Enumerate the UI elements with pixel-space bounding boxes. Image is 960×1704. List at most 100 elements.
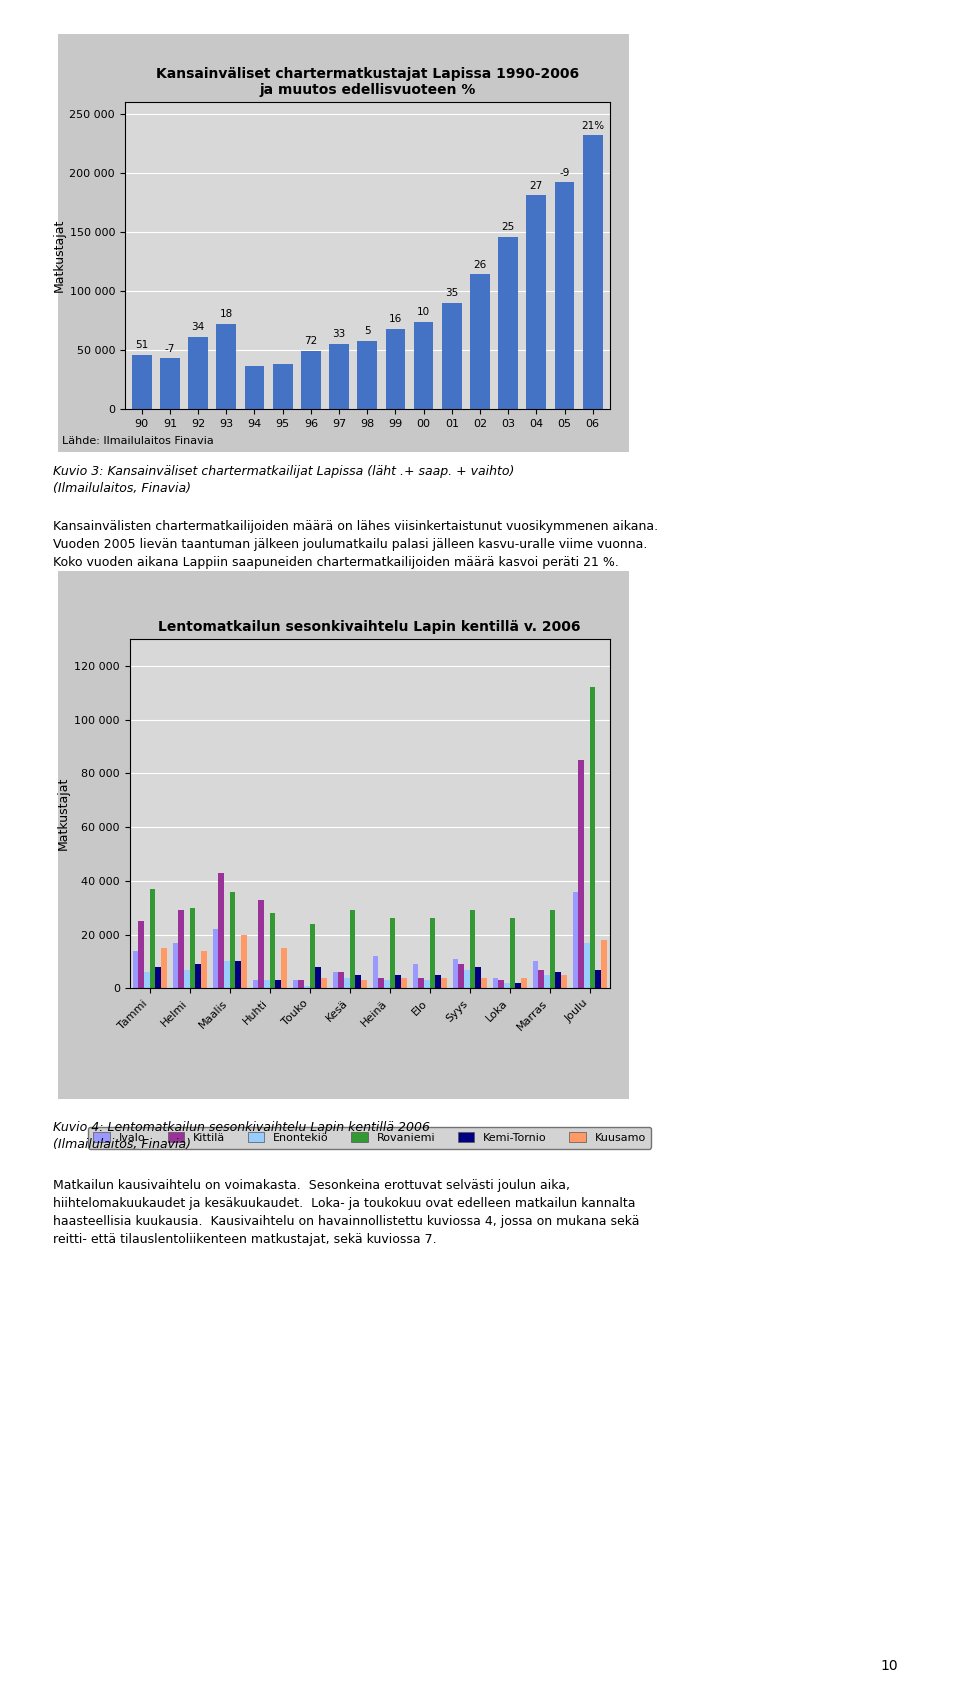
Bar [144,973,150,988]
Bar [578,760,584,988]
Bar [510,918,516,988]
Y-axis label: Matkustajat: Matkustajat [52,218,65,293]
Bar [469,910,475,988]
Bar [190,908,195,988]
Bar [132,354,152,409]
Bar [601,941,607,988]
Bar [378,978,384,988]
Bar [281,947,287,988]
Text: 10: 10 [880,1660,898,1673]
Bar [132,951,138,988]
Bar [216,324,236,409]
Bar [195,964,201,988]
Text: 33: 33 [332,329,346,339]
Title: Kansainväliset chartermatkustajat Lapissa 1990-2006
ja muutos edellisvuoteen %: Kansainväliset chartermatkustajat Lapiss… [156,66,579,97]
Bar [338,973,344,988]
Bar [419,978,424,988]
Bar [344,978,349,988]
Bar [498,237,518,409]
Text: 18: 18 [220,310,233,319]
Bar [504,983,510,988]
Bar [544,975,550,988]
Bar [270,913,276,988]
Bar [561,975,566,988]
Bar [492,978,498,988]
Text: Kuvio 3: Kansainväliset chartermatkailijat Lapissa (läht .+ saap. + vaihto)
(Ilm: Kuvio 3: Kansainväliset chartermatkailij… [53,465,515,496]
Text: 21%: 21% [581,121,604,131]
Bar [301,351,321,409]
Bar [245,366,264,409]
Bar [464,970,469,988]
Text: 35: 35 [445,288,458,298]
Bar [179,910,184,988]
Bar [276,980,281,988]
Bar [555,182,574,409]
Bar [229,891,235,988]
Bar [201,951,206,988]
Bar [475,966,481,988]
Bar [321,978,326,988]
Text: 10: 10 [417,307,430,317]
Bar [441,978,446,988]
Bar [150,889,156,988]
Bar [309,924,315,988]
Bar [252,980,258,988]
Bar [293,980,299,988]
Bar [304,985,310,988]
Legend: Ivalo, Kittilä, Enontekiö, Rovaniemi, Kemi-Tornio, Kuusamo: Ivalo, Kittilä, Enontekiö, Rovaniemi, Ke… [87,1126,652,1148]
Text: Kansainvälisten chartermatkailijoiden määrä on lähes viisinkertaistunut vuosikym: Kansainvälisten chartermatkailijoiden mä… [53,520,658,569]
Bar [357,341,377,409]
Bar [595,970,601,988]
Text: 34: 34 [191,322,204,332]
Bar [361,980,367,988]
Bar [329,344,348,409]
Text: -7: -7 [165,344,175,353]
Bar [430,918,435,988]
Bar [413,964,419,988]
Bar [212,929,218,988]
Bar [549,910,555,988]
Bar [521,978,527,988]
Text: 26: 26 [473,259,487,269]
Bar [332,973,338,988]
Bar [470,274,490,409]
Text: Matkailun kausivaihtelu on voimakasta.  Sesonkeina erottuvat selvästi joulun aik: Matkailun kausivaihtelu on voimakasta. S… [53,1179,639,1246]
Text: 25: 25 [501,222,515,232]
Bar [160,358,180,409]
Bar [273,365,293,409]
Bar [241,934,247,988]
Bar [498,980,504,988]
Bar [414,322,433,409]
Bar [390,918,396,988]
Bar [218,872,224,988]
Bar [442,303,462,409]
Bar [386,329,405,409]
Bar [188,337,208,409]
Bar [384,980,390,988]
Text: 72: 72 [304,336,318,346]
Text: Kuvio 4: Lentomatkailun sesonkivaihtelu Lapin kentillä 2006
(Ilmailulaitos, Fina: Kuvio 4: Lentomatkailun sesonkivaihtelu … [53,1121,430,1152]
Bar [452,959,458,988]
Bar [184,970,190,988]
Bar [224,961,229,988]
Bar [533,961,539,988]
Bar [481,978,487,988]
Bar [372,956,378,988]
Bar [539,970,544,988]
Title: Lentomatkailun sesonkivaihtelu Lapin kentillä v. 2006: Lentomatkailun sesonkivaihtelu Lapin ken… [158,620,581,634]
Bar [156,966,161,988]
Text: Lähde: Ilmailulaitos Finavia: Lähde: Ilmailulaitos Finavia [62,436,214,446]
Bar [584,942,589,988]
Bar [555,973,561,988]
Text: -9: -9 [560,167,569,177]
Bar [396,975,401,988]
Bar [138,922,144,988]
Bar [572,891,578,988]
Bar [583,135,603,409]
Bar [424,980,430,988]
Bar [516,983,521,988]
Text: 5: 5 [364,325,371,336]
Bar [589,687,595,988]
Bar [355,975,361,988]
Bar [401,978,407,988]
